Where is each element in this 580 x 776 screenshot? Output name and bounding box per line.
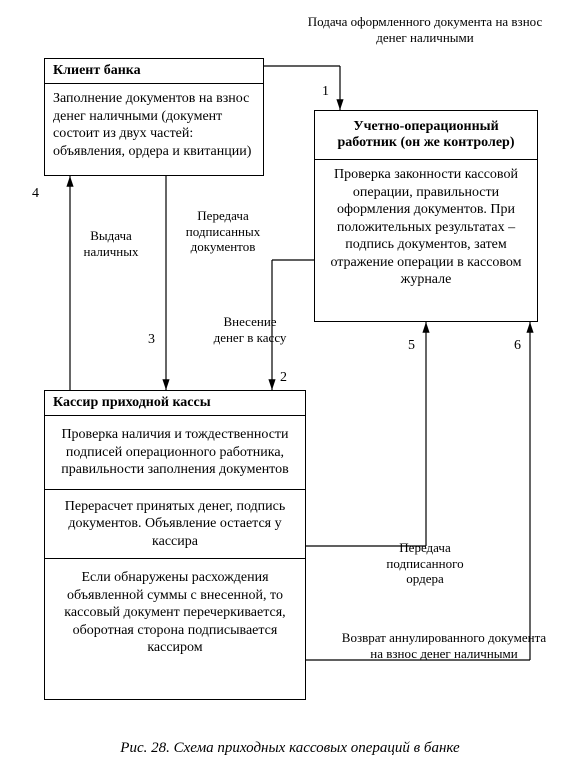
label-edge-3: Внесение денег в кассу bbox=[210, 314, 290, 345]
node-clerk-title: Учетно-операционный работник (он же конт… bbox=[315, 111, 537, 160]
figure-caption: Рис. 28. Схема приходных кассовых операц… bbox=[0, 740, 580, 757]
cashier-cell-2: Если обнаружены расхождения объявленной … bbox=[45, 558, 305, 667]
label-edge-2: Передача подписанных документов bbox=[168, 208, 278, 255]
edge-num-2: 2 bbox=[280, 370, 287, 386]
edge-num-5: 5 bbox=[408, 338, 415, 354]
node-cashier-title: Кассир приходной кассы bbox=[45, 391, 305, 416]
label-submit-doc: Подача оформленного документа на взнос д… bbox=[300, 14, 550, 45]
edge-num-6: 6 bbox=[514, 338, 521, 354]
node-cashier: Кассир приходной кассы Проверка наличия … bbox=[44, 390, 306, 700]
edge-num-4: 4 bbox=[32, 186, 39, 202]
label-edge-6: Возврат аннулированного документа на взн… bbox=[334, 630, 554, 661]
node-clerk: Учетно-операционный работник (он же конт… bbox=[314, 110, 538, 322]
node-client: Клиент банка Заполнение документов на вз… bbox=[44, 58, 264, 176]
edge-num-1: 1 bbox=[322, 84, 329, 100]
node-client-body: Заполнение документов на взнос денег нал… bbox=[45, 84, 263, 166]
node-clerk-body: Проверка законности кассовой операции, п… bbox=[315, 160, 537, 295]
node-client-title: Клиент банка bbox=[45, 59, 263, 84]
diagram-stage: Подача оформленного документа на взнос д… bbox=[0, 0, 580, 776]
label-edge-4: Выдача наличных bbox=[76, 228, 146, 259]
cashier-cell-1: Перерасчет принятых денег, подпись докум… bbox=[45, 489, 305, 559]
label-edge-5: Передача подписанного ордера bbox=[370, 540, 480, 587]
cashier-cell-0: Проверка наличия и тождественности подпи… bbox=[45, 416, 305, 489]
edge-num-3: 3 bbox=[148, 332, 155, 348]
